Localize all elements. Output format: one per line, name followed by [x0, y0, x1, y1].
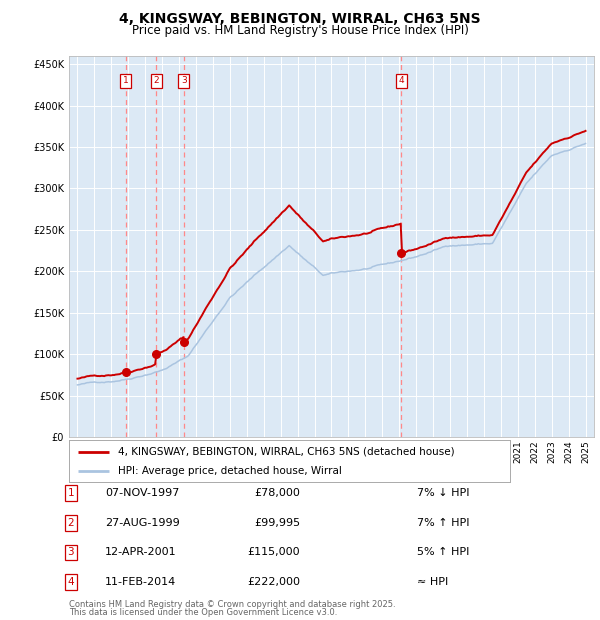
Text: 4, KINGSWAY, BEBINGTON, WIRRAL, CH63 5NS (detached house): 4, KINGSWAY, BEBINGTON, WIRRAL, CH63 5NS… — [118, 446, 454, 456]
Text: ≈ HPI: ≈ HPI — [417, 577, 448, 587]
Text: 3: 3 — [181, 76, 187, 85]
Text: HPI: Average price, detached house, Wirral: HPI: Average price, detached house, Wirr… — [118, 466, 341, 476]
Text: 07-NOV-1997: 07-NOV-1997 — [105, 488, 179, 498]
Text: This data is licensed under the Open Government Licence v3.0.: This data is licensed under the Open Gov… — [69, 608, 337, 617]
Text: 27-AUG-1999: 27-AUG-1999 — [105, 518, 180, 528]
Text: 11-FEB-2014: 11-FEB-2014 — [105, 577, 176, 587]
Text: 1: 1 — [123, 76, 128, 85]
Text: 7% ↓ HPI: 7% ↓ HPI — [417, 488, 469, 498]
Text: 5% ↑ HPI: 5% ↑ HPI — [417, 547, 469, 557]
Text: 1: 1 — [67, 488, 74, 498]
Text: 4, KINGSWAY, BEBINGTON, WIRRAL, CH63 5NS: 4, KINGSWAY, BEBINGTON, WIRRAL, CH63 5NS — [119, 12, 481, 27]
Text: 4: 4 — [398, 76, 404, 85]
Text: 12-APR-2001: 12-APR-2001 — [105, 547, 176, 557]
Text: 2: 2 — [67, 518, 74, 528]
Text: £99,995: £99,995 — [254, 518, 300, 528]
Text: Price paid vs. HM Land Registry's House Price Index (HPI): Price paid vs. HM Land Registry's House … — [131, 24, 469, 37]
Text: £78,000: £78,000 — [254, 488, 300, 498]
Text: 3: 3 — [67, 547, 74, 557]
Text: £115,000: £115,000 — [247, 547, 300, 557]
Text: £222,000: £222,000 — [247, 577, 300, 587]
Text: 7% ↑ HPI: 7% ↑ HPI — [417, 518, 469, 528]
Text: 2: 2 — [154, 76, 159, 85]
Text: 4: 4 — [67, 577, 74, 587]
Text: Contains HM Land Registry data © Crown copyright and database right 2025.: Contains HM Land Registry data © Crown c… — [69, 600, 395, 609]
